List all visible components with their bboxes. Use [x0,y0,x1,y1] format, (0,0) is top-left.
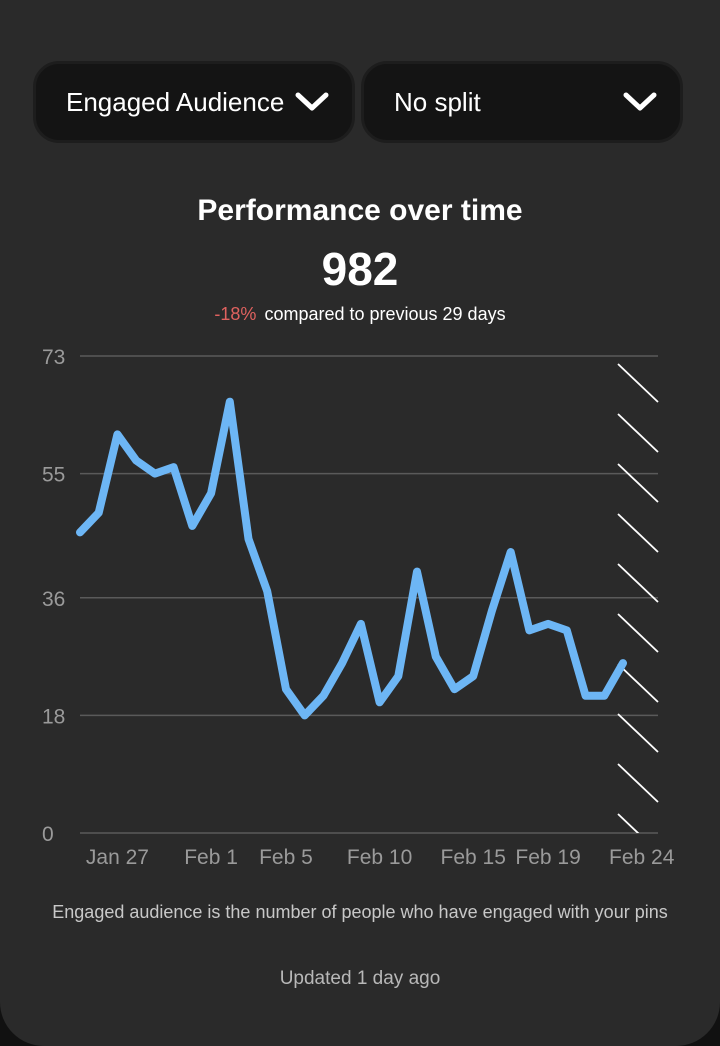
metric-dropdown[interactable]: Engaged Audience [33,61,355,143]
hatch-line [617,663,659,703]
y-tick-label: 55 [42,464,65,487]
chevron-down-icon [295,92,329,111]
hatch-line [617,813,640,833]
comparison-text: -18% compared to previous 29 days [0,304,720,325]
x-tick-label: Feb 24 [609,846,675,869]
x-tick-label: Feb 5 [259,846,313,869]
hatch-line [617,363,659,403]
chart-title: Performance over time [197,194,523,227]
chevron-down-icon [623,92,657,111]
hatch-line [617,413,659,453]
hatch-line [617,713,659,753]
split-dropdown[interactable]: No split [361,61,683,143]
x-tick-label: Feb 19 [515,846,580,869]
hatch-line [617,613,659,653]
metric-description: Engaged audience is the number of people… [52,902,668,922]
incomplete-period-hatch [617,363,659,833]
y-tick-label: 36 [42,588,65,611]
x-tick-label: Feb 15 [441,846,506,869]
hatch-line [617,513,659,553]
line-chart: 0 18 36 55 73 Jan 27 Feb 1 Feb 5 Feb 10 Feb 15 Feb… [42,346,675,869]
hatch-line [617,763,659,803]
comparison-label: compared to previous 29 days [264,304,506,324]
hatch-line [617,563,659,603]
hatch-line [617,463,659,503]
x-tick-label: Jan 27 [86,846,149,869]
split-dropdown-label: No split [394,86,481,117]
series-line [76,397,627,720]
y-tick-label: 18 [42,705,65,728]
delta-badge: -18% [214,304,257,324]
x-tick-label: Feb 1 [184,846,238,869]
y-tick-label: 0 [42,823,54,846]
metric-dropdown-label: Engaged Audience [66,86,285,117]
total-value: 982 [321,243,399,295]
x-tick-label: Feb 10 [347,846,412,869]
updated-timestamp: Updated 1 day ago [279,968,441,989]
y-tick-label: 73 [42,346,65,369]
